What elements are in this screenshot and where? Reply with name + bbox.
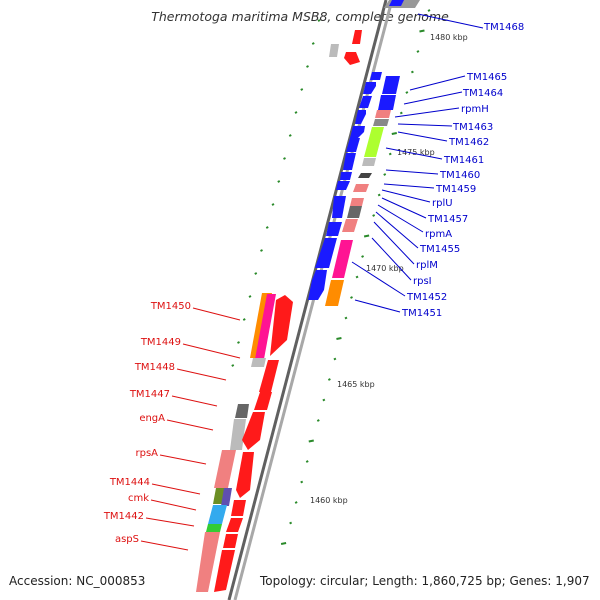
scale-tick bbox=[363, 234, 370, 238]
gene-label-rplU: rplU bbox=[432, 198, 453, 209]
scale-tick bbox=[294, 111, 298, 114]
gene-label-rplM: rplM bbox=[416, 260, 438, 271]
scale-tick bbox=[427, 9, 431, 12]
scale-tick bbox=[322, 398, 326, 402]
gene-label-TM1452: TM1452 bbox=[406, 292, 447, 303]
scale-tick bbox=[289, 521, 293, 525]
scale-tick bbox=[399, 111, 403, 115]
scale-tick bbox=[410, 70, 414, 74]
scale-ticks bbox=[231, 9, 431, 545]
gene-label-TM1457: TM1457 bbox=[427, 214, 468, 225]
scale-tick bbox=[277, 180, 281, 183]
gene-label-TM1451: TM1451 bbox=[401, 308, 442, 319]
scale-tick bbox=[300, 480, 304, 484]
scale-tick bbox=[388, 152, 392, 156]
scale-tick bbox=[231, 364, 235, 367]
scale-labels: 1480 kbp 1475 kbp 1470 kbp 1465 kbp 1460… bbox=[310, 33, 468, 505]
reverse-gene-labels: TM1450 TM1449 TM1448 TM1447 engA rpsA TM… bbox=[103, 301, 241, 551]
scale-tick bbox=[283, 157, 286, 160]
gene-label-TM1459: TM1459 bbox=[435, 184, 476, 195]
gene-label-TM1460: TM1460 bbox=[439, 170, 480, 181]
gene-label-TM1444: TM1444 bbox=[109, 477, 150, 488]
scale-tick bbox=[237, 341, 240, 344]
gene-label-TM1463: TM1463 bbox=[452, 122, 493, 133]
scale-tick bbox=[306, 65, 309, 68]
scale-tick bbox=[311, 42, 315, 45]
gene-label-TM1442: TM1442 bbox=[103, 511, 144, 522]
gene-label-TM1455: TM1455 bbox=[419, 244, 460, 255]
scale-tick bbox=[242, 318, 246, 321]
gene-label-aspS: aspS bbox=[115, 534, 139, 545]
scale-label-1465: 1465 kbp bbox=[337, 380, 375, 389]
gene-label-TM1462: TM1462 bbox=[448, 137, 489, 148]
forward-gene-track bbox=[308, 0, 420, 306]
scale-tick bbox=[265, 226, 269, 229]
scale-tick bbox=[405, 91, 409, 94]
scale-tick bbox=[391, 132, 397, 135]
scale-tick bbox=[271, 203, 275, 206]
gene-label-engA: engA bbox=[139, 413, 165, 424]
reverse-gene-track bbox=[196, 293, 293, 592]
scale-label-1480: 1480 kbp bbox=[430, 33, 468, 42]
scale-tick bbox=[288, 134, 292, 137]
scale-tick bbox=[350, 296, 353, 299]
scale-tick bbox=[377, 193, 381, 197]
gene-label-cmk: cmk bbox=[128, 493, 149, 504]
scale-tick bbox=[300, 88, 304, 91]
scale-tick bbox=[317, 19, 321, 22]
scale-tick bbox=[260, 249, 263, 252]
scale-tick bbox=[294, 501, 298, 504]
accession-text: Accession: NC_000853 bbox=[9, 574, 146, 588]
scale-tick bbox=[372, 214, 376, 217]
scale-label-1475: 1475 kbp bbox=[397, 148, 435, 157]
gene-label-TM1447: TM1447 bbox=[129, 389, 170, 400]
scale-tick bbox=[336, 337, 342, 340]
scale-tick bbox=[316, 419, 320, 422]
scale-tick bbox=[416, 50, 420, 53]
gene-label-rpsI: rpsI bbox=[413, 276, 432, 287]
scale-tick bbox=[308, 439, 314, 443]
gene-label-rpmH: rpmH bbox=[461, 104, 489, 115]
forward-gene-labels: TM1468 TM1465 TM1464 rpmH TM1463 TM1462 … bbox=[351, 13, 524, 319]
gene-label-TM1468: TM1468 bbox=[483, 22, 524, 33]
scale-tick bbox=[333, 357, 337, 361]
gene-label-TM1448: TM1448 bbox=[134, 362, 175, 373]
scale-tick bbox=[383, 173, 387, 176]
scale-tick bbox=[254, 272, 258, 275]
scale-tick bbox=[344, 316, 348, 320]
map-title: Thermotoga maritima MSB8, complete genom… bbox=[151, 9, 449, 24]
scale-label-1460: 1460 kbp bbox=[310, 496, 348, 505]
gene-label-TM1449: TM1449 bbox=[140, 337, 181, 348]
scale-tick bbox=[361, 255, 365, 258]
gene-label-rpsA: rpsA bbox=[135, 448, 158, 459]
gene-label-rpmA: rpmA bbox=[425, 229, 452, 240]
gene-label-TM1461: TM1461 bbox=[443, 155, 484, 166]
gene-label-TM1465: TM1465 bbox=[466, 72, 507, 83]
scale-tick bbox=[355, 275, 359, 279]
genome-stats-text: Topology: circular; Length: 1,860,725 bp… bbox=[260, 574, 590, 588]
scale-tick bbox=[327, 378, 331, 381]
scale-tick bbox=[280, 542, 287, 545]
scale-label-1470: 1470 kbp bbox=[366, 264, 404, 273]
scale-tick bbox=[305, 460, 309, 463]
gene-label-TM1464: TM1464 bbox=[462, 88, 503, 99]
gene-label-TM1450: TM1450 bbox=[150, 301, 191, 312]
scale-tick bbox=[248, 295, 252, 298]
scale-tick bbox=[419, 29, 425, 33]
